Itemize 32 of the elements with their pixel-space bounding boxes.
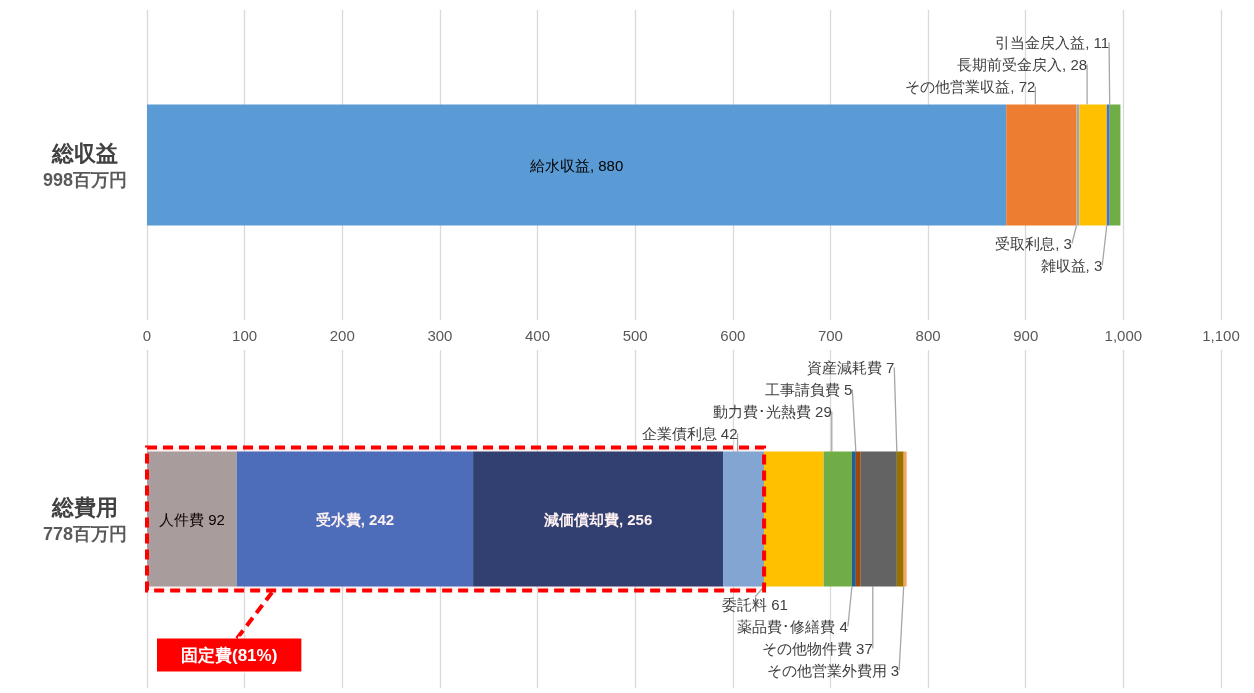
x-tick-label: 1,100	[1202, 327, 1240, 344]
x-tick-label: 400	[525, 327, 551, 344]
data-label: 薬品費･修繕費 4	[737, 618, 848, 635]
y-tick-label: 総費用 778百万円	[42, 494, 128, 544]
data-label: その他営業収益, 72	[905, 78, 1036, 95]
data-label: 工事請負費 5	[764, 381, 853, 398]
data-label: 雑収益, 3	[1040, 257, 1103, 274]
x-tick-label: 600	[720, 327, 746, 344]
data-label: 受水費, 242	[314, 510, 395, 528]
x-tick-label: 300	[427, 327, 453, 344]
data-label: 委託料 61	[721, 596, 788, 613]
x-tick-label: 500	[622, 327, 648, 344]
x-tick-label: 800	[915, 327, 941, 344]
data-label: 減価償却費, 256	[542, 510, 653, 528]
data-label: 企業債利息 42	[641, 425, 738, 442]
data-label: その他物件費 37	[761, 640, 873, 657]
data-label: 受取利息, 3	[995, 235, 1072, 252]
x-tick-label: 900	[1013, 327, 1039, 344]
data-label: 動力費･光熱費 29	[712, 403, 832, 420]
band-label: 固定費(81%)	[181, 645, 278, 665]
data-label: 資産減耗費 7	[806, 359, 895, 376]
x-tick-label: 200	[329, 327, 355, 344]
data-label: 長期前受金戻入, 28	[957, 56, 1088, 73]
x-tick-label: 100	[232, 327, 258, 344]
data-label: 引当金戻入益, 11	[995, 34, 1110, 51]
x-tick-label: 700	[817, 327, 843, 344]
y-tick-label: 総収益 998百万円	[42, 140, 128, 190]
data-label: 給水収益, 880	[528, 156, 624, 174]
data-label: 人件費 92	[158, 510, 225, 528]
x-tick-label: 1,000	[1104, 327, 1143, 344]
data-label: その他営業外費用 3	[766, 662, 900, 679]
x-tick-label: 0	[142, 327, 152, 344]
